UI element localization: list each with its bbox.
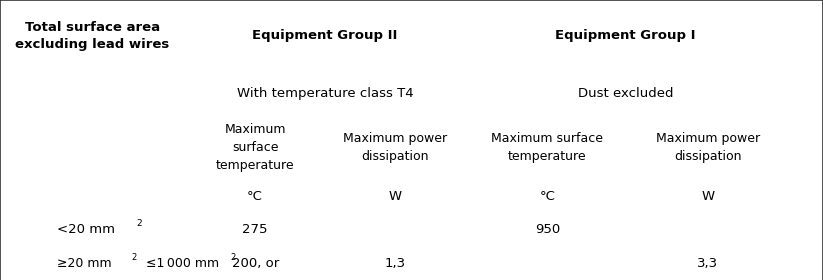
Bar: [630, 246, 786, 280]
Text: 3,3: 3,3: [697, 257, 718, 270]
Bar: [185, 0, 465, 71]
Bar: [0, 0, 185, 71]
Bar: [0, 213, 185, 246]
Bar: [465, 0, 786, 71]
Text: 275: 275: [243, 223, 267, 236]
Bar: [0, 246, 185, 280]
Text: With temperature class T4: With temperature class T4: [237, 87, 413, 100]
Bar: [325, 181, 465, 213]
Bar: [630, 181, 786, 213]
Bar: [185, 181, 325, 213]
Text: Maximum surface
temperature: Maximum surface temperature: [491, 132, 603, 163]
Text: Dust excluded: Dust excluded: [578, 87, 673, 100]
Bar: [465, 115, 630, 181]
Bar: [465, 181, 630, 213]
Text: °C: °C: [539, 190, 556, 203]
Text: Total surface area
excluding lead wires: Total surface area excluding lead wires: [16, 21, 170, 51]
Text: Maximum
surface
temperature: Maximum surface temperature: [216, 123, 295, 172]
Text: W: W: [701, 190, 714, 203]
Text: 2: 2: [137, 220, 142, 228]
Text: 2: 2: [230, 253, 235, 262]
Text: °C: °C: [247, 190, 263, 203]
Text: <20 mm: <20 mm: [57, 223, 115, 236]
Bar: [465, 246, 630, 280]
Text: ≤1 000 mm: ≤1 000 mm: [142, 257, 219, 270]
Text: 950: 950: [535, 223, 560, 236]
Bar: [465, 71, 786, 115]
Bar: [325, 115, 465, 181]
Bar: [185, 71, 465, 115]
Bar: [185, 213, 325, 246]
Bar: [630, 115, 786, 181]
Bar: [0, 115, 185, 181]
Text: Maximum power
dissipation: Maximum power dissipation: [343, 132, 447, 163]
Text: Equipment Group II: Equipment Group II: [253, 29, 398, 42]
Bar: [0, 71, 185, 115]
Text: Equipment Group I: Equipment Group I: [556, 29, 695, 42]
Text: W: W: [388, 190, 402, 203]
Text: 200, or: 200, or: [231, 257, 279, 270]
Bar: [325, 213, 465, 246]
Text: 2: 2: [131, 253, 137, 262]
Bar: [185, 246, 325, 280]
Text: Maximum power
dissipation: Maximum power dissipation: [656, 132, 760, 163]
Bar: [465, 213, 630, 246]
Bar: [630, 213, 786, 246]
Bar: [0, 181, 185, 213]
Text: 1,3: 1,3: [384, 257, 406, 270]
Text: ≥20 mm: ≥20 mm: [57, 257, 112, 270]
Bar: [185, 115, 325, 181]
Bar: [325, 246, 465, 280]
